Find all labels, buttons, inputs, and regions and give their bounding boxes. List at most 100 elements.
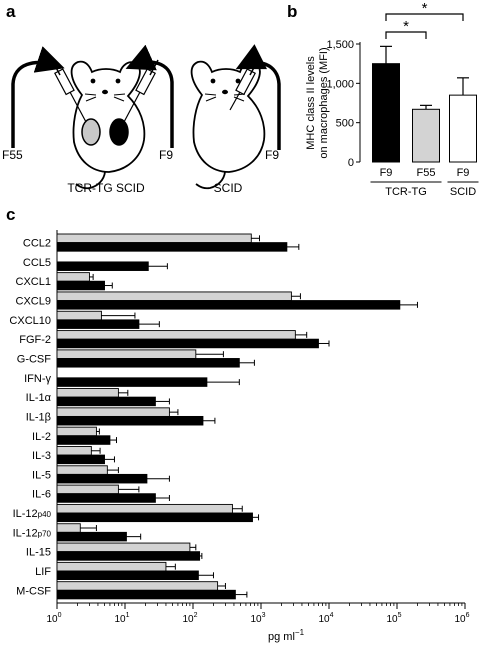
x-tick-label: F55 bbox=[417, 167, 436, 179]
category-label-main: IL-12 bbox=[13, 527, 38, 539]
y-axis-label-line: MHC class II levels bbox=[305, 56, 317, 150]
category-label: IL-1α bbox=[26, 392, 52, 404]
category-label-main: LIF bbox=[35, 566, 51, 578]
x-tick-base: 10 bbox=[182, 614, 194, 625]
x-tick-label: 106 bbox=[454, 612, 469, 625]
bar bbox=[57, 378, 207, 387]
bar bbox=[57, 339, 318, 348]
category-label: IL-3 bbox=[32, 450, 51, 462]
x-tick-exponent: 1 bbox=[126, 612, 130, 619]
category-label-main: M-CSF bbox=[16, 585, 51, 597]
x-tick-label: 100 bbox=[46, 612, 61, 625]
category-label-main: CCL5 bbox=[23, 257, 51, 269]
category-label: IL-6 bbox=[32, 489, 51, 501]
mouse-left-icon bbox=[72, 62, 145, 189]
x-tick-exponent: 4 bbox=[330, 612, 334, 619]
group-label: TCR-TG bbox=[385, 186, 427, 198]
bar bbox=[373, 64, 400, 162]
bar bbox=[57, 562, 166, 571]
bar bbox=[413, 109, 440, 162]
category-label: G-CSF bbox=[17, 353, 52, 365]
bar bbox=[57, 408, 169, 417]
x-axis-label-main: pg ml bbox=[268, 631, 295, 643]
category-label-main: IL-3 bbox=[32, 450, 51, 462]
left-kidney-black bbox=[110, 119, 128, 145]
bar bbox=[57, 397, 155, 406]
category-label: IL-1β bbox=[26, 411, 51, 423]
x-tick-label: 103 bbox=[250, 612, 265, 625]
mouse-right-icon bbox=[192, 62, 265, 189]
bar bbox=[57, 301, 400, 310]
category-label: M-CSF bbox=[16, 585, 51, 597]
category-label-main: CXCL9 bbox=[16, 296, 51, 308]
bar bbox=[57, 474, 147, 483]
category-label-sub: p40 bbox=[38, 510, 52, 519]
label-f9-right: F9 bbox=[265, 148, 279, 162]
bar bbox=[57, 590, 235, 599]
x-tick-base: 10 bbox=[318, 614, 330, 625]
category-label-main: IL-15 bbox=[26, 547, 51, 559]
y-tick-label: 1,000 bbox=[326, 78, 354, 90]
left-kidney-grey bbox=[82, 119, 100, 145]
x-tick-label: 102 bbox=[182, 612, 197, 625]
category-label-main: FGF-2 bbox=[19, 334, 51, 346]
bar bbox=[57, 331, 295, 340]
category-label-main: IL-12 bbox=[13, 508, 38, 520]
category-label: IL-2 bbox=[32, 431, 51, 443]
y-axis-label-line: on macrophages (MFI) bbox=[318, 47, 330, 158]
x-tick-exponent: 2 bbox=[194, 612, 198, 619]
bar bbox=[57, 582, 218, 591]
label-f55: F55 bbox=[2, 148, 23, 162]
x-tick-label: F9 bbox=[380, 167, 393, 179]
x-tick-base: 10 bbox=[114, 614, 126, 625]
category-label-main: IL-6 bbox=[32, 489, 51, 501]
category-label-main: IFN-γ bbox=[24, 373, 51, 385]
category-label: IL-12p40 bbox=[13, 508, 52, 520]
category-label: FGF-2 bbox=[19, 334, 51, 346]
bar bbox=[450, 95, 477, 162]
bar bbox=[57, 524, 80, 533]
category-label: IL-15 bbox=[26, 547, 51, 559]
category-label-main: IL-1β bbox=[26, 411, 51, 423]
x-tick-base: 10 bbox=[250, 614, 262, 625]
bar bbox=[57, 243, 287, 252]
category-label: IFN-γ bbox=[24, 373, 51, 385]
category-label: IL-5 bbox=[32, 469, 51, 481]
label-f9-left: F9 bbox=[159, 148, 173, 162]
x-tick-label: 105 bbox=[386, 612, 401, 625]
x-axis-label: pg ml−1 bbox=[268, 628, 305, 643]
significance-star: * bbox=[403, 18, 409, 35]
bar bbox=[57, 320, 139, 329]
category-label: CXCL9 bbox=[16, 296, 51, 308]
category-label-main: G-CSF bbox=[17, 353, 52, 365]
panel-a-schematic: F55 F9 F9 TCR-TG SCID SCID bbox=[2, 60, 279, 195]
bar bbox=[57, 532, 126, 541]
x-axis-label-sup: −1 bbox=[295, 628, 305, 637]
category-label-main: CXCL10 bbox=[9, 315, 51, 327]
category-label-main: IL-2 bbox=[32, 431, 51, 443]
bar bbox=[57, 571, 198, 580]
bar bbox=[57, 389, 118, 398]
category-label: CXCL1 bbox=[16, 276, 51, 288]
bar bbox=[57, 513, 253, 522]
bar bbox=[57, 281, 105, 290]
bar bbox=[57, 446, 91, 455]
bar bbox=[57, 543, 190, 552]
x-tick-exponent: 6 bbox=[466, 612, 470, 619]
bar bbox=[57, 455, 105, 464]
x-tick-label: 101 bbox=[114, 612, 129, 625]
x-tick-base: 10 bbox=[454, 614, 466, 625]
bar bbox=[57, 485, 118, 494]
bar bbox=[57, 466, 107, 475]
bar bbox=[57, 494, 155, 503]
x-tick-exponent: 3 bbox=[262, 612, 266, 619]
significance-star: * bbox=[422, 0, 428, 17]
bar bbox=[57, 234, 251, 243]
x-tick-label: F9 bbox=[457, 167, 470, 179]
x-tick-exponent: 0 bbox=[58, 612, 62, 619]
group-label: SCID bbox=[450, 186, 476, 198]
x-tick-base: 10 bbox=[46, 614, 58, 625]
category-label-sub: p70 bbox=[38, 529, 52, 538]
